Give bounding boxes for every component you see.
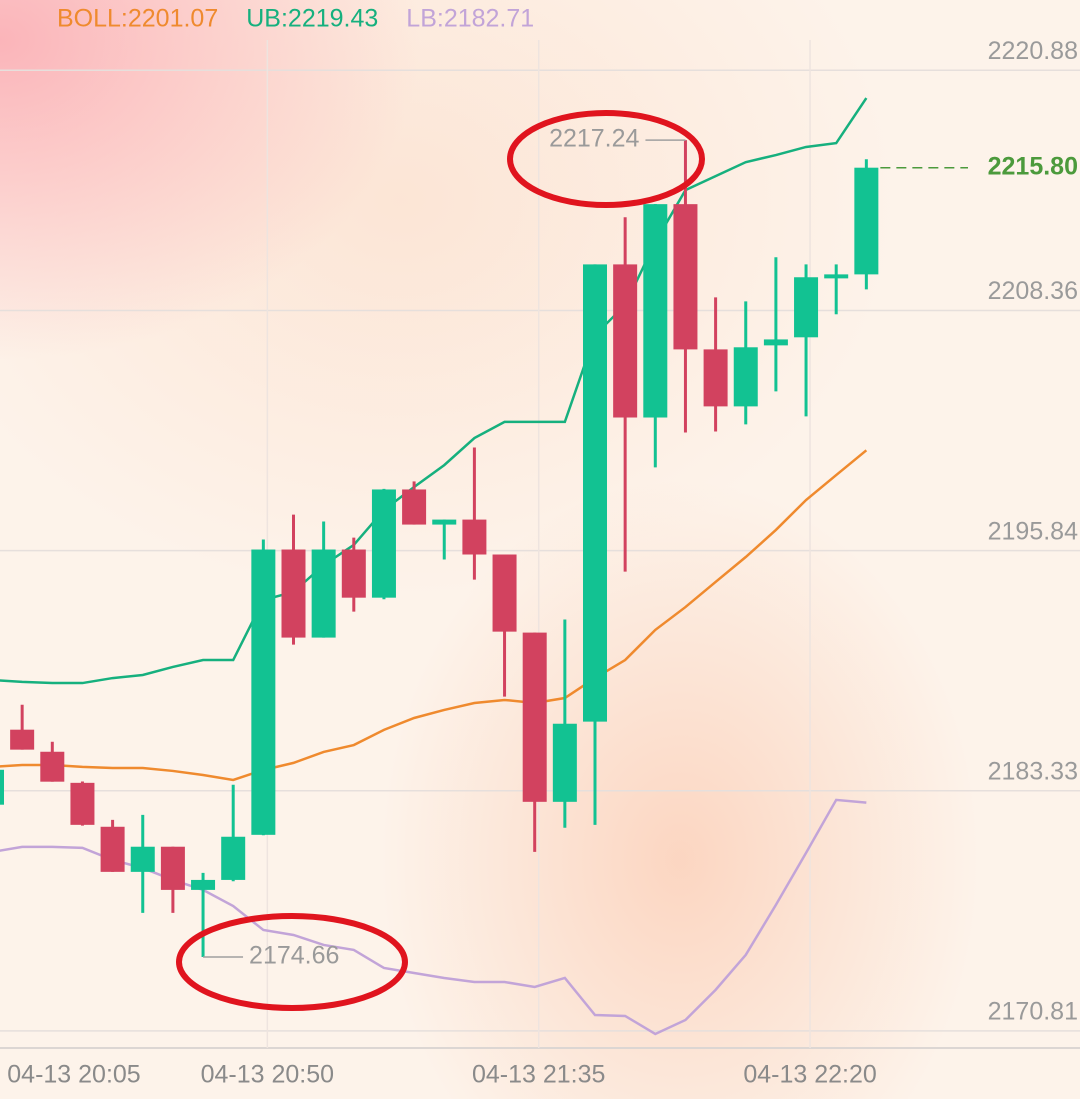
x-tick-label: 04-13 22:20 [743, 1061, 876, 1089]
y-tick-label: 2220.88 [988, 37, 1078, 65]
candle-body [733, 347, 758, 407]
highlight-circle [507, 110, 705, 208]
candle-body [371, 489, 396, 598]
x-tick-label: 04-13 21:35 [472, 1061, 605, 1089]
candle-body [432, 519, 457, 525]
candle-body [251, 549, 276, 835]
candle-body [492, 554, 517, 632]
last-price-label: 2215.80 [988, 152, 1078, 180]
candle-body [673, 204, 698, 350]
bollinger-line [0, 97, 868, 685]
candle-body [462, 519, 487, 555]
plot-area [0, 97, 879, 1036]
highlight-circle [176, 913, 408, 1011]
candle-body [221, 836, 246, 880]
annotation: 2217.24 [549, 125, 639, 153]
candle-body [10, 729, 35, 750]
candle-body [824, 274, 849, 279]
candle-body [0, 769, 4, 805]
candle-body [583, 264, 607, 722]
candle-body [160, 846, 185, 890]
candle-body [703, 349, 728, 407]
candle-body [552, 723, 577, 802]
y-tick-label: 2183.33 [988, 757, 1078, 785]
candle-body [341, 549, 366, 598]
candle-body [191, 879, 216, 890]
annotation: 2174.66 [249, 942, 339, 970]
candle-body [643, 204, 668, 418]
candle-body [40, 751, 65, 782]
candle-body [522, 632, 547, 802]
y-tick-label: 2195.84 [988, 517, 1078, 545]
x-tick-label: 04-13 20:50 [201, 1061, 334, 1089]
candle-body [854, 167, 879, 275]
labels: 2220.88 2208.36 2195.84 2183.33 2170.81 04-13… [7, 5, 1078, 1089]
x-tick-label: 04-13 20:05 [7, 1061, 140, 1089]
candle-body [794, 277, 819, 338]
candle-body [100, 826, 125, 872]
candle-body [70, 782, 95, 825]
legend-entry: LB:2182.71 [406, 5, 534, 33]
candle-body [763, 339, 788, 346]
bollinger-line [0, 798, 867, 1036]
candle-body [311, 549, 336, 638]
candle-body [130, 846, 155, 872]
legend-entry: BOLL:2201.07 [57, 5, 218, 33]
bollinger-line [0, 449, 868, 782]
y-tick-label: 2208.36 [988, 277, 1078, 305]
legend-entry: UB:2219.43 [246, 5, 378, 33]
candle-body [281, 549, 306, 638]
grid [0, 40, 1080, 1049]
y-tick-label: 2170.81 [988, 998, 1078, 1026]
candle-body [613, 264, 638, 418]
candle-body [402, 489, 427, 525]
